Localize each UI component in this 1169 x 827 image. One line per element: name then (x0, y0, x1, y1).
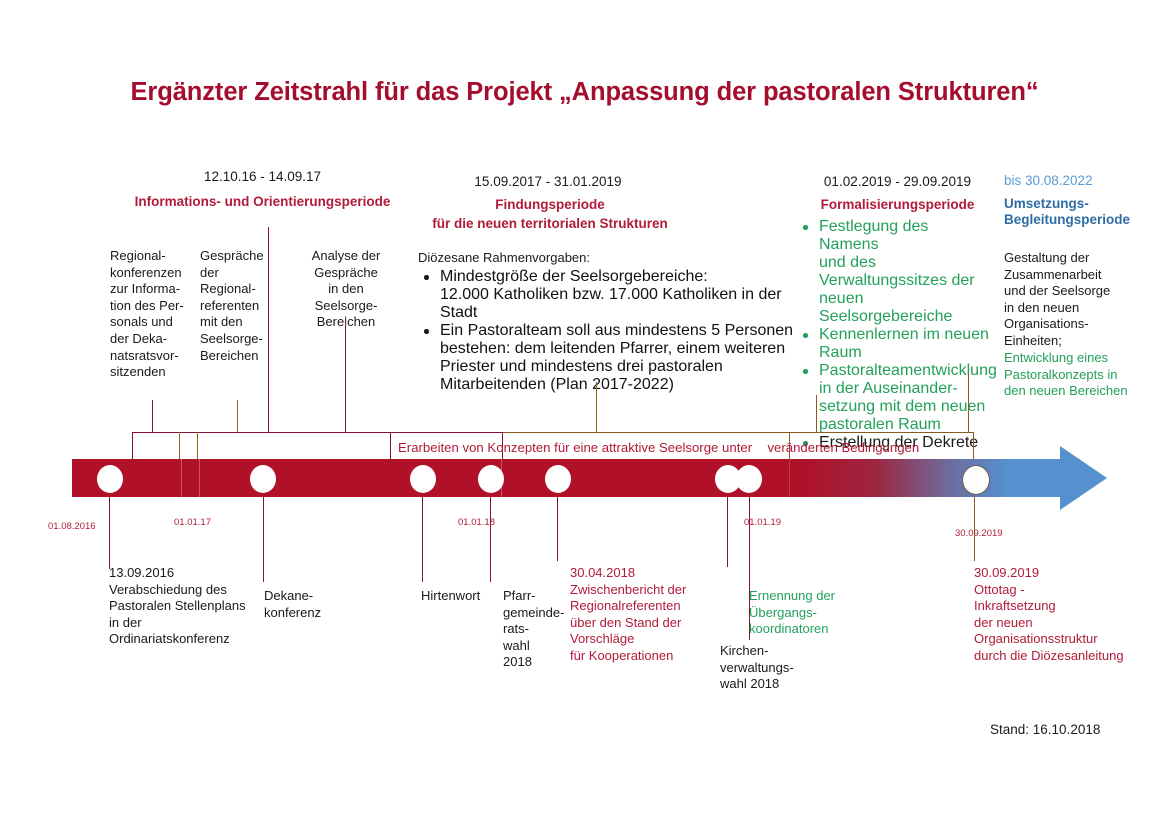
connector-stub-2 (237, 400, 239, 432)
phase-name-umsetzung-line2: Begleitungsperiode (1004, 212, 1131, 227)
bracket-leg-b (179, 432, 181, 460)
axis-date-01-08-2016: 01.08.2016 (48, 521, 96, 532)
formalisierung-bullet-2: Kennenlernen im neuen Raum (797, 326, 992, 362)
bracket-leg-f (789, 432, 791, 460)
year-tick-2018 (501, 459, 503, 497)
year-tick-2017 (181, 459, 183, 497)
phase-dates-information: 12.10.16 - 14.09.17 (203, 169, 322, 184)
dropline-ernennung (727, 497, 729, 567)
timeline-marker-8[interactable] (962, 465, 990, 495)
banner-row: Erarbeiten von Konzepten für eine attrak… (398, 440, 973, 455)
label-verabschiedung: 13.09.2016 Verabschiedung des Pastoralen… (109, 565, 246, 647)
formalisierung-bullet-3: Pastoralteamentwicklung in der Auseinand… (797, 362, 997, 434)
timeline-marker-4[interactable] (478, 465, 504, 493)
dropline-verabschiedung (109, 497, 111, 569)
year-tick-2019 (789, 459, 791, 497)
phase-name-formalisierung: Formalisierungsperiode (820, 197, 975, 212)
label-ottotag: 30.09.2019 Ottotag - Inkraftsetzung der … (974, 565, 1124, 663)
phase-dates-formalisierung: 01.02.2019 - 29.09.2019 (823, 174, 972, 189)
banner-left-text: Erarbeiten von Konzepten für eine attrak… (398, 440, 753, 455)
findung-intro: Diözesane Rahmenvorgaben: (418, 250, 590, 265)
bracket-leg-c (197, 432, 199, 460)
dropline-kirchenverwaltungswahl (749, 497, 751, 640)
findung-bullet-2: Ein Pastoralteam soll aus mindestens 5 P… (418, 322, 798, 394)
bracket-leg-g (973, 432, 975, 460)
year-tick-2017b (199, 459, 201, 497)
bracket-leg-a (132, 432, 134, 460)
label-dekanekonferenz: Dekane- konferenz (264, 588, 322, 620)
bracket-top-right (502, 432, 973, 434)
column-gespraeche: Gespräche der Regional- referenten mit d… (200, 248, 264, 363)
connector-stub-5 (596, 382, 598, 432)
axis-date-30-09-2019: 30.09.2019 (955, 528, 1003, 539)
connector-stub-4 (345, 318, 347, 432)
dropline-zwischenbericht (557, 497, 559, 561)
connector-stub-7 (968, 372, 970, 432)
phase-dates-findung: 15.09.2017 - 31.01.2019 (474, 174, 622, 189)
label-pfarrgemeinderatswahl: Pfarr- gemeinde- rats- wahl 2018 (503, 588, 565, 670)
findung-bullet-list: Mindestgröße der Seelsorgebereiche: 12.0… (418, 268, 798, 394)
phase-name-information: Informations- und Orientierungsperiode (134, 194, 391, 209)
label-kirchenverwaltungswahl: Kirchen- verwaltungs- wahl 2018 (720, 643, 794, 692)
bracket-top-left (132, 432, 502, 434)
timeline-marker-1[interactable] (97, 465, 123, 493)
column-umsetzung-dark: Gestaltung der Zusammenarbeit und der Se… (1004, 250, 1111, 348)
formalisierung-bullet-1: Festlegung des Namens und des Verwaltung… (797, 218, 992, 326)
phase-name-umsetzung-line1: Umsetzungs- (1004, 196, 1089, 211)
page-title: Ergänzter Zeitstrahl für das Projekt „An… (130, 78, 1039, 106)
axis-date-01-01-19: 01.01.19 (744, 517, 781, 528)
dropline-hirtenwort (422, 497, 424, 582)
timeline-bar (72, 459, 1077, 497)
bracket-leg-d (390, 432, 392, 460)
timeline-marker-7[interactable] (736, 465, 762, 493)
phase-name-findung-line1: Findungsperiode (495, 197, 605, 212)
bracket-leg-e (502, 432, 504, 460)
dropline-ottotag (974, 497, 976, 561)
label-zwischenbericht: 30.04.2018 Zwischenbericht der Regionalr… (570, 565, 687, 663)
axis-date-01-01-17: 01.01.17 (174, 517, 211, 528)
formalisierung-bullet-4: Erstellung der Dekrete (797, 434, 992, 452)
dropline-dekanekonferenz (263, 497, 265, 582)
timeline-marker-5[interactable] (545, 465, 571, 493)
timeline-marker-2[interactable] (250, 465, 276, 493)
stand-footer: Stand: 16.10.2018 (990, 722, 1101, 737)
dropline-pfarrgemeinderatswahl (490, 497, 492, 582)
banner-right-text: veränderten Bedingungen (767, 440, 920, 455)
timeline-arrow-head (1060, 446, 1107, 510)
connector-stub-1 (152, 400, 154, 432)
label-hirtenwort: Hirtenwort (421, 588, 481, 603)
findung-bullet-1: Mindestgröße der Seelsorgebereiche: 12.0… (418, 268, 798, 322)
column-umsetzung-green: Entwicklung eines Pastoralkonzepts in de… (1004, 350, 1128, 399)
column-regionalkonferenzen: Regional- konferenzen zur Informa- tion … (110, 248, 184, 380)
formalisierung-bullet-list: Festlegung des Namens und des Verwaltung… (797, 218, 997, 452)
label-ernennung: Ernennung der Übergangs- koordinatoren (749, 588, 836, 637)
phase-name-findung-line2: für die neuen territorialen Strukturen (432, 216, 668, 231)
connector-stub-3 (268, 227, 270, 432)
connector-stub-6 (816, 395, 818, 432)
timeline-marker-3[interactable] (410, 465, 436, 493)
phase-dates-umsetzung: bis 30.08.2022 (1004, 173, 1093, 188)
axis-date-01-01-18: 01.01.18 (458, 517, 495, 528)
